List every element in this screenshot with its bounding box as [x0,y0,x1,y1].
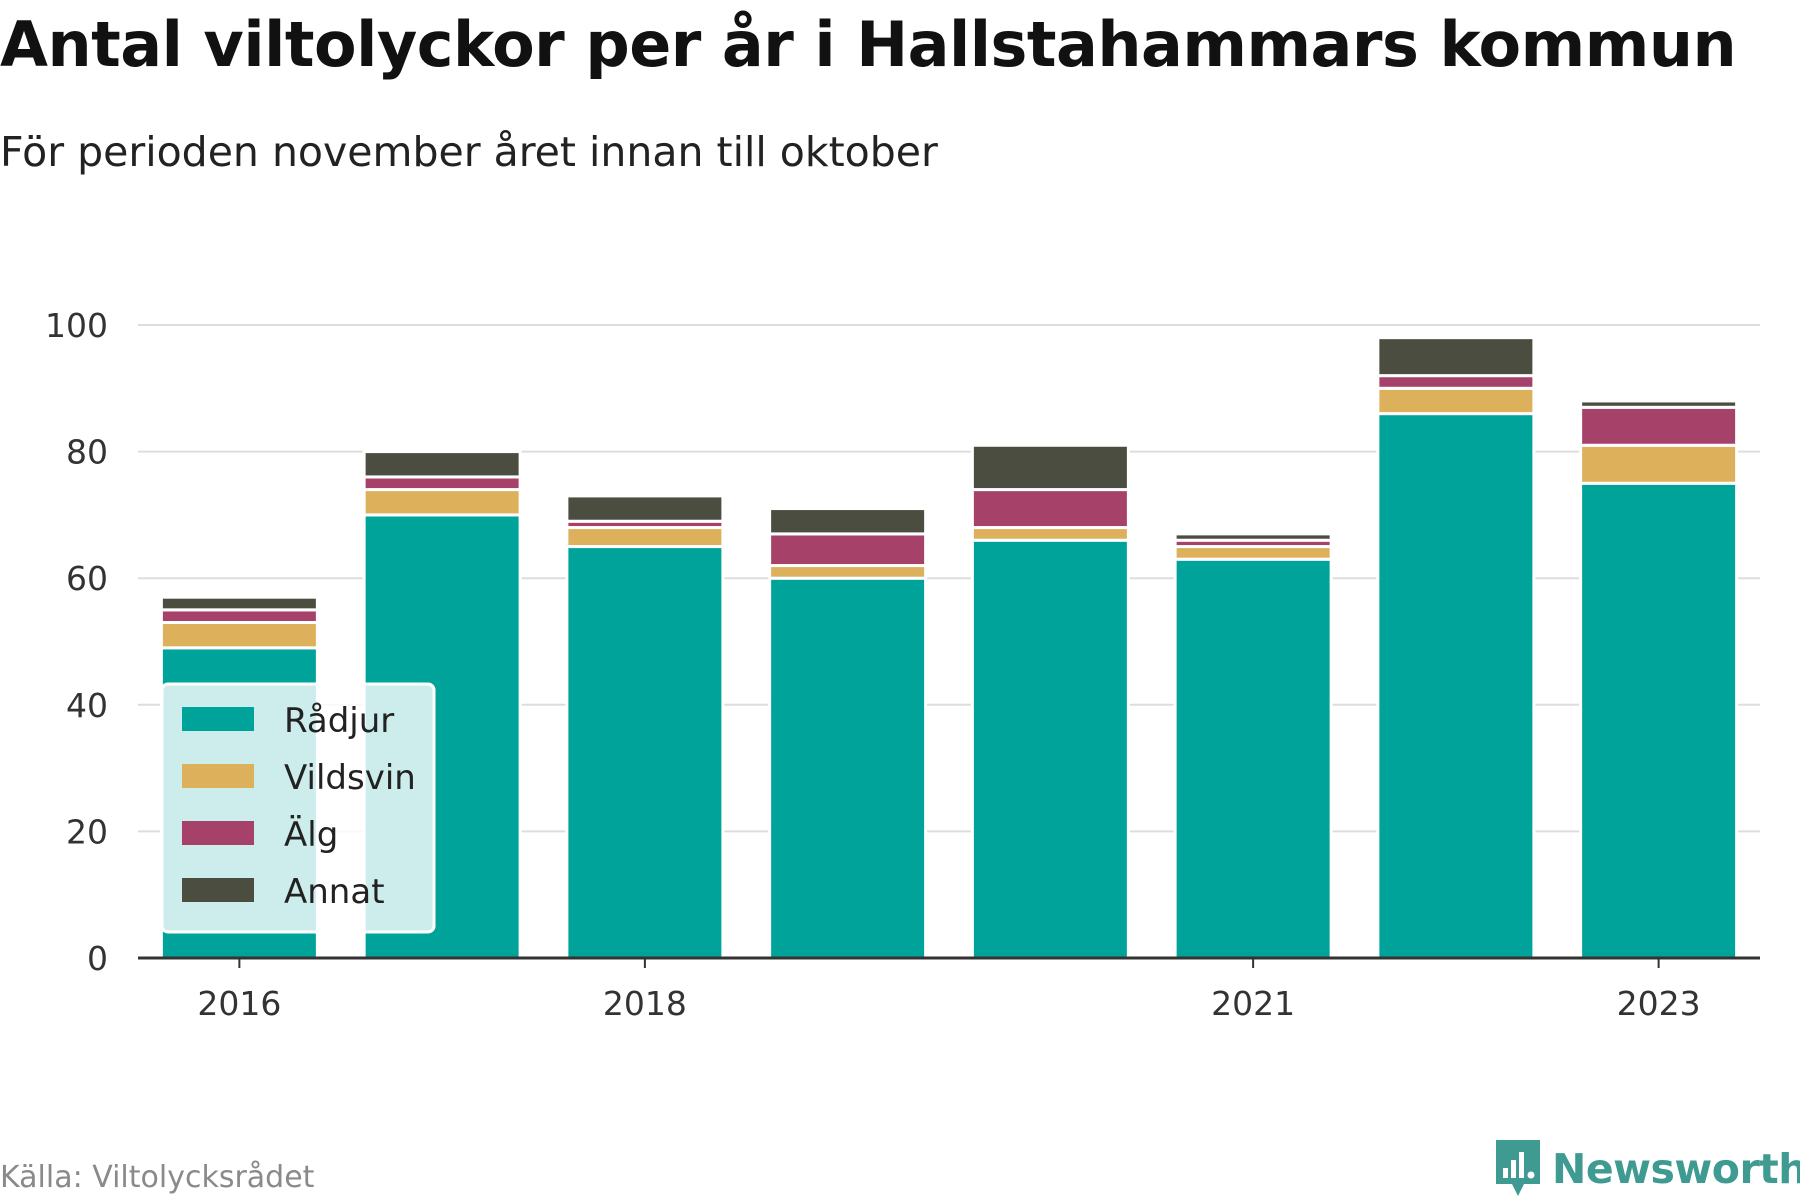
bar-segment [1173,532,1333,542]
bar-segment [1173,545,1333,561]
bar-segment [768,564,928,580]
x-tick-label: 2021 [1211,984,1295,1023]
bar-segment [565,526,725,549]
bar-segment [362,488,522,517]
bar-segment [970,488,1130,530]
legend-box [160,682,436,934]
bar-segment [1173,557,1333,960]
legend-label: Rådjur [284,701,394,741]
bar-segment [1376,386,1536,416]
legend-label: Annat [284,872,385,912]
y-tick-label: 60 [66,559,108,598]
bar-segment [159,621,319,650]
bar-segment [768,576,928,960]
brand-name: Newsworthy [1552,1145,1800,1193]
legend-swatch [182,707,254,731]
bar-segment [565,494,725,523]
brand-logo: Newsworthy [1494,1138,1800,1200]
bar-segment [362,475,522,492]
bar-segment [768,507,928,536]
x-tick-label: 2023 [1617,984,1701,1023]
y-tick-label: 20 [66,812,108,851]
chart-subtitle: För perioden november året innan till ok… [0,128,938,176]
x-tick-label: 2016 [197,984,281,1023]
y-tick-label: 100 [45,306,108,345]
bar-segment [159,608,319,625]
bar-segment [1376,336,1536,378]
legend-swatch [182,821,254,845]
bar-segment [1376,374,1536,390]
bar-segment [1579,405,1739,447]
bar-segment [1579,443,1739,485]
source-note: Källa: Viltolycksrådet [0,1160,315,1195]
legend-swatch [182,878,254,902]
x-axis: 2016 2018 2021 2023 [138,956,1760,1023]
bar-segment [1579,399,1739,409]
bar-segment [565,545,725,960]
newsworthy-logo-icon [1496,1140,1540,1196]
bar-segment [159,595,319,612]
y-tick-label: 40 [66,686,108,725]
legend-label: Vildsvin [284,758,416,798]
bar-segment [970,443,1130,492]
legend-swatch [182,764,254,788]
y-tick-label: 80 [66,433,108,472]
stacked-bar-chart: 0 20 40 60 80 100 2016 2018 2021 2023 Rådjur Vild… [45,306,1760,1023]
bar-segment [970,526,1130,542]
bar-segment [970,538,1130,960]
bar-segment [1376,412,1536,960]
legend: Rådjur Vildsvin Älg Annat [160,682,436,934]
chart-title: Antal viltolyckor per år i Hallstahammar… [0,8,1737,81]
y-tick-label: 0 [87,939,108,978]
y-axis: 0 20 40 60 80 100 [45,306,108,978]
x-tick-label: 2018 [603,984,687,1023]
legend-label: Älg [284,815,338,855]
bar-segment [1579,481,1739,960]
bar-segment [768,532,928,568]
bar-segment [362,450,522,479]
